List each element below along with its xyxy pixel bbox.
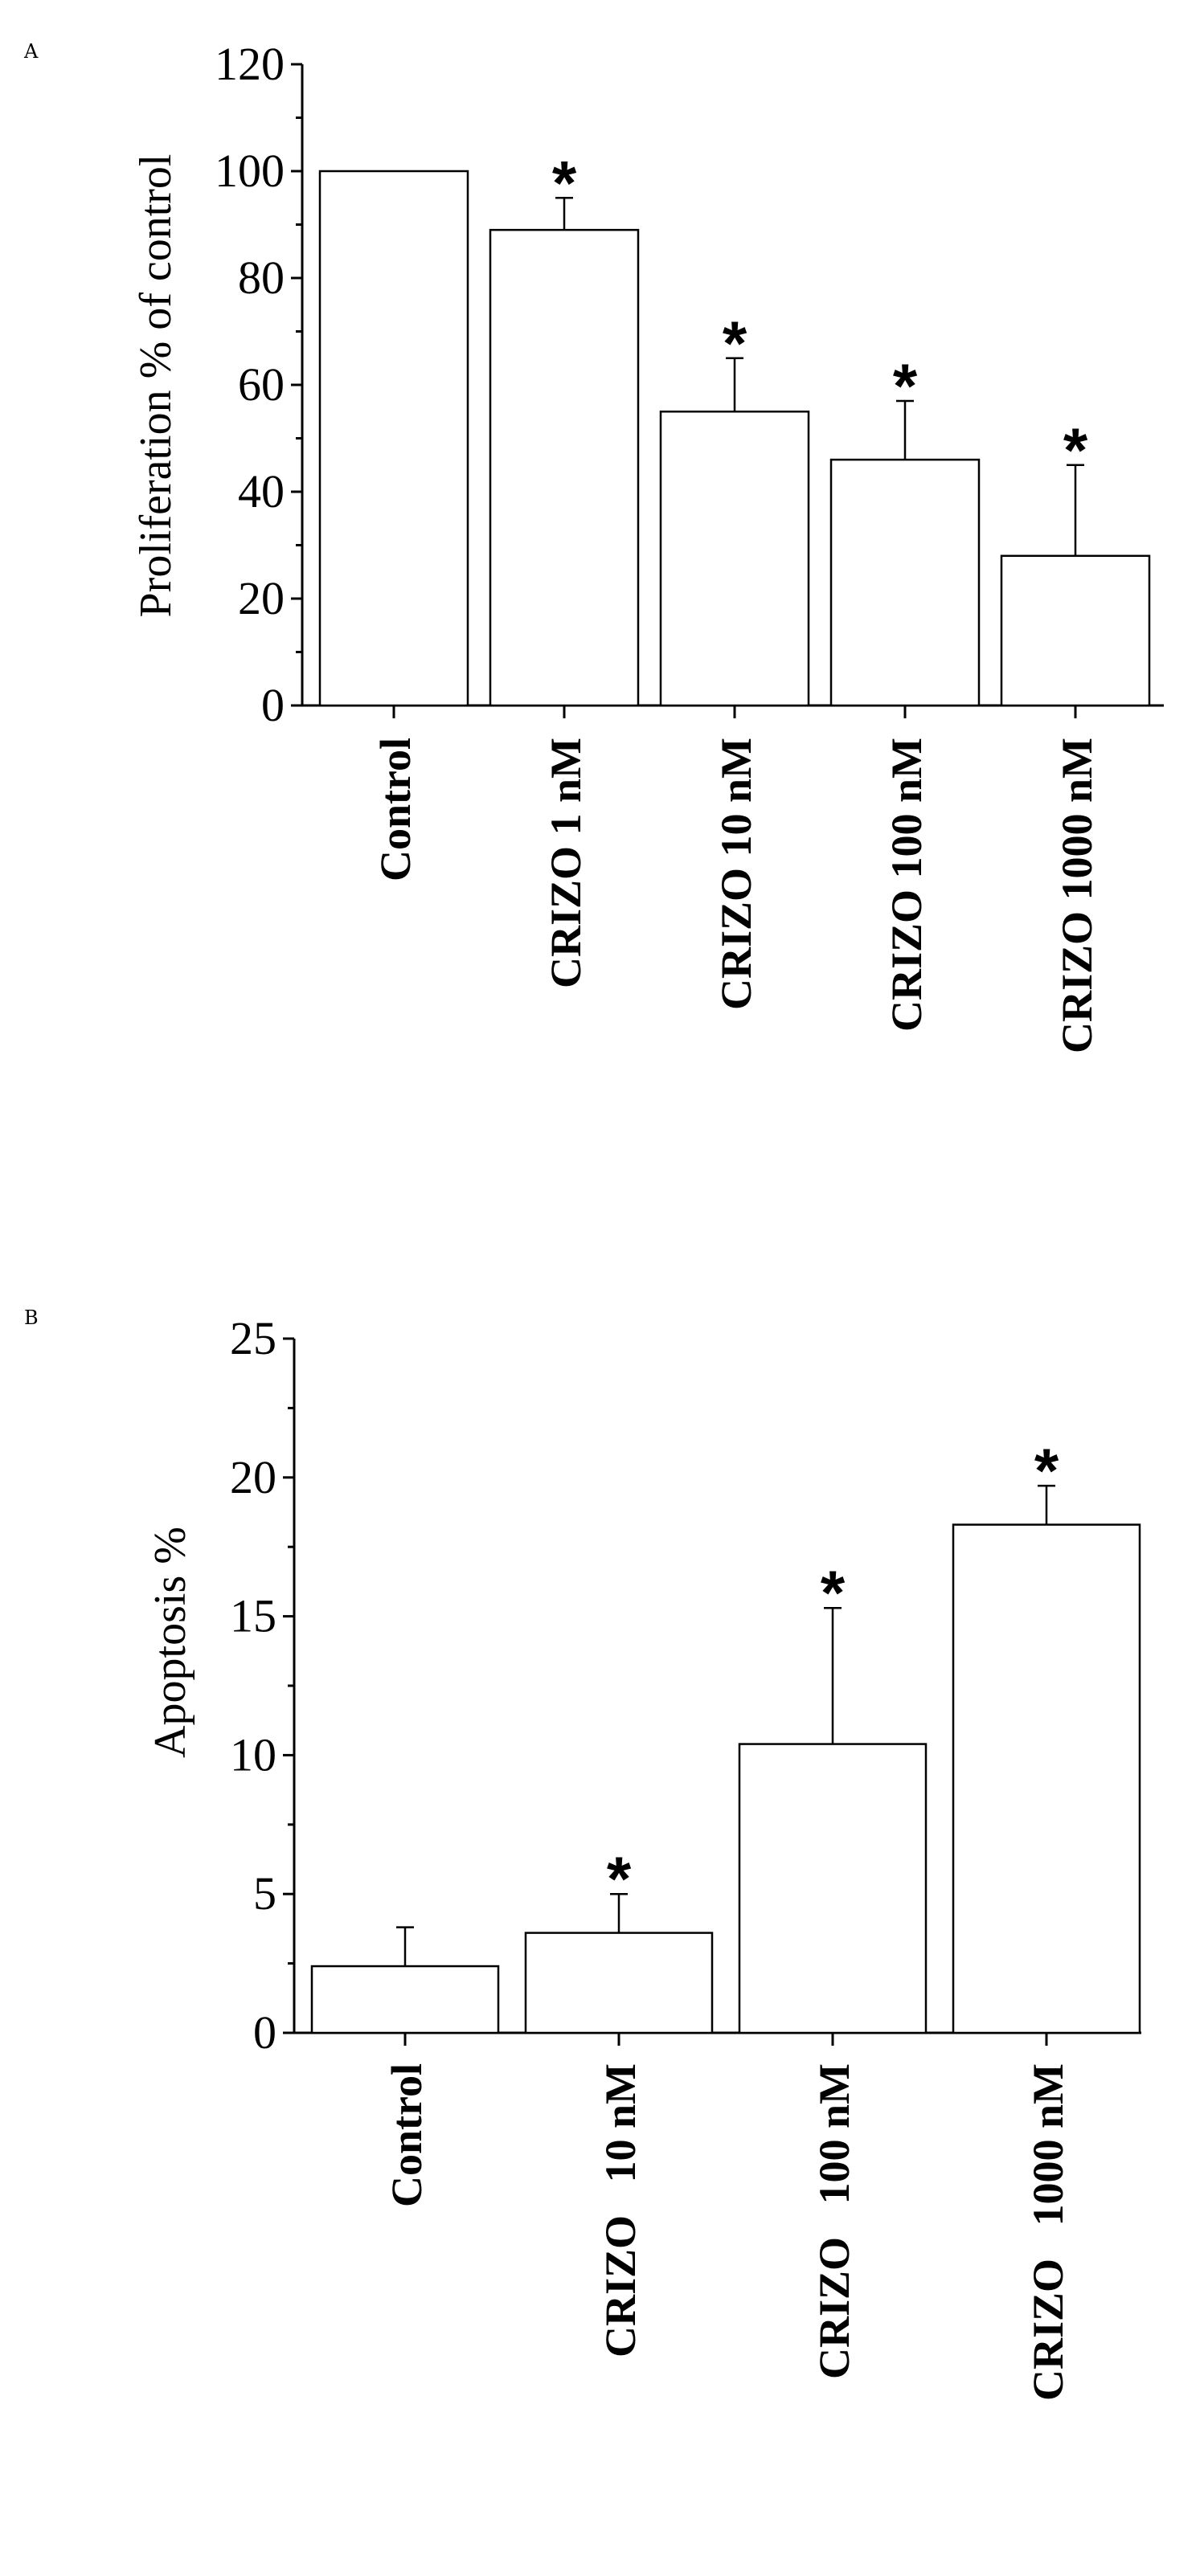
y-tick-label: 15 [230,1590,276,1642]
y-tick-label: 20 [238,572,285,624]
y-tick-label: 60 [238,358,285,411]
bar [829,458,981,707]
bar [318,170,469,707]
significance-star: * [552,147,577,218]
y-tick-label: 40 [238,465,285,517]
bar [310,1965,500,2034]
y-tick-label: 0 [253,2006,276,2059]
significance-star: * [723,308,747,378]
significance-star: * [1063,415,1088,485]
bar [489,228,640,707]
category-label: CRIZO 1000 nM [1053,738,1101,1053]
category-label: CRIZO 10 nM [596,2063,645,2357]
significance-star: * [1034,1435,1059,1506]
category-label: CRIZO 100 nM [883,738,931,1032]
bar [524,1932,714,2034]
bar [1000,554,1151,707]
y-tick-label: 100 [215,145,285,197]
category-label: CRIZO 1 nM [542,738,590,988]
y-tick-label: 5 [253,1867,276,1920]
y-tick-label: 20 [230,1451,276,1503]
significance-star: * [607,1843,632,1914]
y-tick-label: 0 [261,679,285,731]
y-axis-title: Proliferation % of control [131,154,181,618]
y-tick-label: 25 [230,1312,276,1364]
category-label: Control [371,738,420,881]
chart-panel-b: B 0 5 10 15 20 25 Apoptosis % Control * CRIZO 10 n… [24,1306,1141,2401]
chart-panel-a: A 0 20 40 60 80 100 120 Proliferation % of contr… [23,38,1164,1053]
panel-label: A [23,40,39,63]
y-axis-title: Apoptosis % [145,1527,195,1758]
panel-label: B [24,1306,39,1329]
y-tick-label: 80 [238,251,285,304]
category-label: CRIZO 1000 nM [1024,2063,1072,2401]
category-label: CRIZO 10 nM [712,738,760,1010]
y-tick-label: 10 [230,1728,276,1781]
category-label: Control [383,2063,431,2207]
y-tick-label: 120 [215,38,285,90]
significance-star: * [893,350,918,421]
category-label: CRIZO 100 nM [810,2063,858,2379]
bar [738,1743,928,2034]
bar [659,411,810,707]
significance-star: * [821,1557,846,1628]
bar [952,1523,1141,2034]
